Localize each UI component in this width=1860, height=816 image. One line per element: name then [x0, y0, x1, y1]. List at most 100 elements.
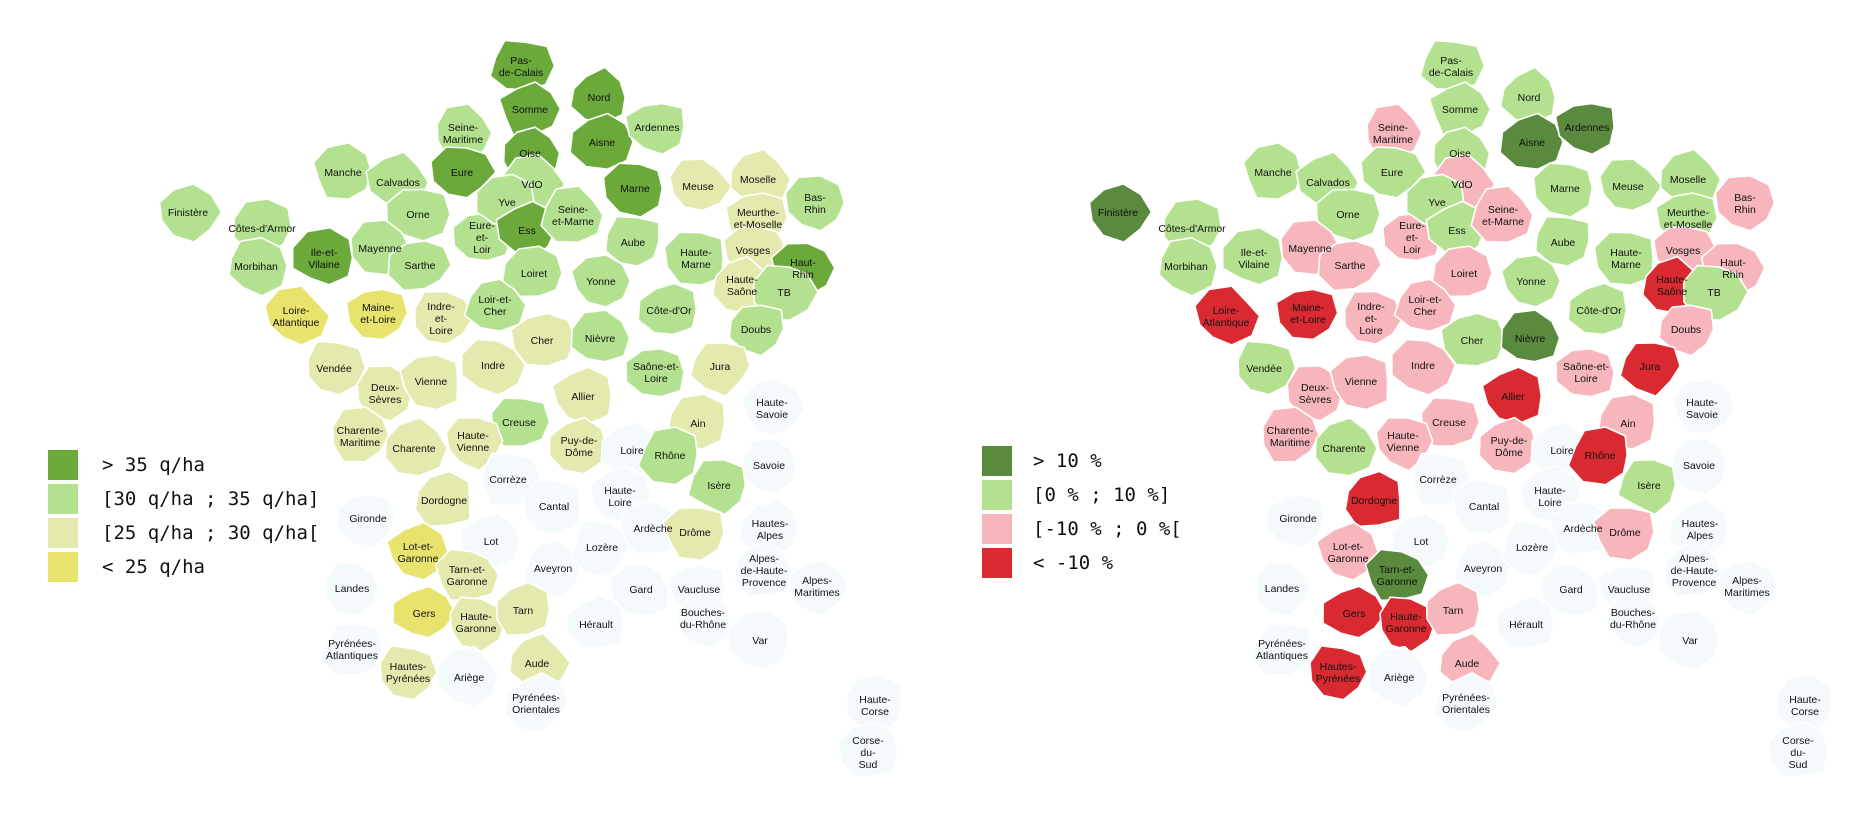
department-teg[interactable]: [1364, 548, 1430, 602]
department-eure[interactable]: [430, 146, 497, 199]
department-hgar[interactable]: [449, 596, 507, 653]
department-herault[interactable]: [1496, 594, 1555, 649]
department-am[interactable]: [787, 560, 849, 617]
department-hp[interactable]: [1309, 645, 1368, 701]
department-hgar[interactable]: [1379, 596, 1437, 653]
department-ard[interactable]: [1554, 102, 1615, 155]
department-loiret[interactable]: [1431, 245, 1493, 298]
department-ahp[interactable]: [1663, 539, 1723, 597]
department-gers[interactable]: [392, 585, 457, 639]
department-morb[interactable]: [1158, 236, 1218, 297]
department-lotg[interactable]: [1316, 521, 1379, 581]
department-mel[interactable]: [345, 288, 409, 341]
department-ard[interactable]: [624, 102, 685, 155]
department-ahp[interactable]: [733, 539, 793, 597]
department-doubs[interactable]: [1658, 304, 1715, 357]
department-isere[interactable]: [687, 459, 747, 516]
department-ariege[interactable]: [1367, 645, 1430, 708]
department-landes[interactable]: [325, 562, 380, 617]
department-yonne[interactable]: [570, 254, 632, 308]
department-savoie[interactable]: [740, 438, 797, 496]
department-csud[interactable]: [837, 721, 899, 777]
department-csud[interactable]: [1767, 721, 1829, 777]
department-hp[interactable]: [379, 645, 438, 701]
department-ds[interactable]: [356, 365, 413, 422]
department-gard[interactable]: [1539, 564, 1600, 618]
department-sel[interactable]: [625, 348, 685, 398]
department-marne[interactable]: [602, 162, 664, 218]
department-cher[interactable]: [510, 312, 577, 367]
department-cdo[interactable]: [637, 282, 698, 336]
department-nievre[interactable]: [570, 309, 631, 363]
department-fin[interactable]: [1088, 183, 1153, 243]
department-gironde[interactable]: [336, 493, 396, 548]
department-hmarne[interactable]: [663, 231, 724, 286]
department-meuse[interactable]: [668, 158, 733, 212]
department-lotg[interactable]: [386, 521, 449, 581]
department-lec[interactable]: [463, 278, 527, 332]
department-hsav[interactable]: [1671, 378, 1736, 435]
department-pdd[interactable]: [548, 416, 608, 475]
department-charente[interactable]: [1314, 417, 1378, 477]
department-sarthe[interactable]: [1317, 240, 1383, 292]
department-manche[interactable]: [1242, 142, 1303, 200]
department-doubs[interactable]: [728, 304, 785, 357]
department-isere[interactable]: [1617, 459, 1677, 516]
department-halpes[interactable]: [738, 498, 800, 559]
department-aube[interactable]: [1534, 215, 1590, 267]
department-la[interactable]: [1194, 285, 1261, 346]
department-pa[interactable]: [1250, 623, 1313, 677]
department-gers[interactable]: [1322, 585, 1387, 639]
department-orne[interactable]: [1315, 188, 1381, 242]
department-hcorse[interactable]: [1776, 673, 1833, 735]
department-po[interactable]: [1433, 672, 1500, 733]
department-aube[interactable]: [604, 215, 660, 267]
department-jura[interactable]: [1619, 342, 1681, 397]
department-vendee[interactable]: [307, 340, 367, 396]
department-la[interactable]: [264, 285, 331, 346]
department-allier[interactable]: [551, 366, 613, 425]
department-morb[interactable]: [228, 236, 288, 297]
department-aveyron[interactable]: [1453, 540, 1511, 598]
department-basrhin[interactable]: [1714, 175, 1776, 232]
department-ariege[interactable]: [437, 645, 500, 708]
department-sarthe[interactable]: [387, 240, 453, 292]
department-iev[interactable]: [291, 226, 354, 286]
department-eure[interactable]: [1360, 146, 1427, 199]
department-marne[interactable]: [1532, 162, 1594, 218]
department-cdo[interactable]: [1567, 282, 1628, 336]
department-lozere[interactable]: [1501, 520, 1559, 578]
department-meuse[interactable]: [1598, 158, 1663, 212]
department-indre[interactable]: [1391, 338, 1457, 396]
department-rhone[interactable]: [637, 426, 698, 486]
department-pa[interactable]: [320, 623, 383, 677]
department-cantal[interactable]: [1452, 479, 1512, 535]
department-iel[interactable]: [1343, 290, 1404, 345]
department-jura[interactable]: [689, 342, 751, 397]
department-sem[interactable]: [1470, 185, 1534, 243]
department-hmarne[interactable]: [1593, 231, 1654, 286]
department-charente[interactable]: [384, 417, 448, 477]
department-tarn[interactable]: [1426, 581, 1481, 636]
department-var[interactable]: [727, 609, 790, 670]
department-gironde[interactable]: [1266, 493, 1326, 548]
department-iev[interactable]: [1221, 226, 1284, 286]
department-cm[interactable]: [1261, 406, 1320, 463]
department-vienne[interactable]: [1329, 354, 1389, 411]
department-allier[interactable]: [1481, 366, 1543, 425]
department-hcorse[interactable]: [846, 673, 903, 735]
department-orne[interactable]: [385, 188, 451, 242]
department-ardeche[interactable]: [620, 501, 682, 555]
department-rhone[interactable]: [1567, 426, 1628, 486]
department-sem[interactable]: [540, 185, 604, 243]
department-landes[interactable]: [1255, 562, 1310, 617]
department-sel[interactable]: [1555, 348, 1615, 398]
department-cm[interactable]: [331, 406, 390, 463]
department-po[interactable]: [503, 672, 570, 733]
department-drome[interactable]: [1592, 507, 1655, 562]
department-am[interactable]: [1717, 560, 1779, 617]
department-cher[interactable]: [1440, 312, 1507, 367]
department-bdr[interactable]: [1606, 590, 1661, 650]
department-tarn[interactable]: [496, 581, 551, 636]
department-drome[interactable]: [662, 507, 725, 562]
